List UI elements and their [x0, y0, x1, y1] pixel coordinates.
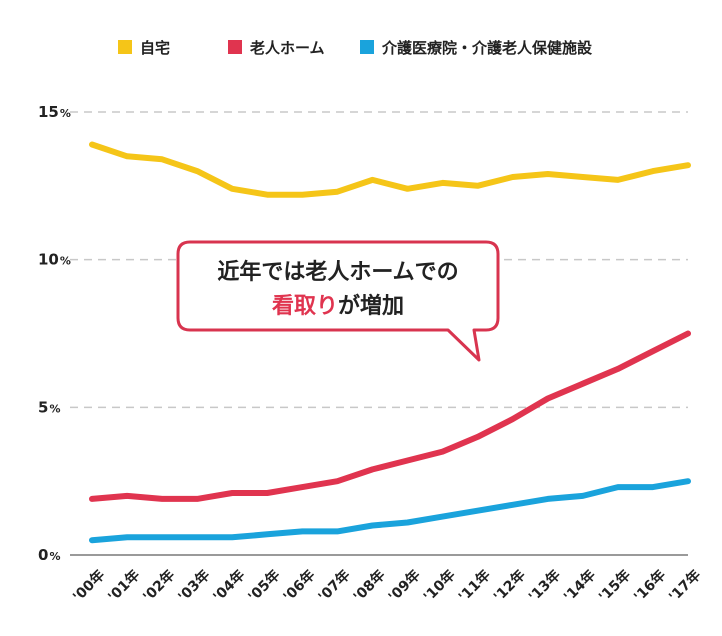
series-line-1: [89, 141, 691, 198]
x-tick-label: '04年: [210, 566, 249, 605]
x-tick-label: '02年: [140, 566, 179, 605]
y-tick-value: 15: [38, 103, 59, 121]
x-tick-label: '06年: [280, 566, 319, 605]
callout-annotation: 近年では老人ホームでの 看取りが増加: [176, 240, 500, 362]
legend: 自宅 老人ホーム 介護医療院・介護老人保健施設: [118, 39, 593, 57]
x-tick-label: '17年: [665, 566, 704, 605]
x-tick-label: '08年: [350, 566, 389, 605]
callout-line1: 近年では老人ホームでの: [217, 259, 458, 285]
y-tick-unit: %: [60, 107, 71, 120]
x-tick-label: '10年: [420, 566, 459, 605]
legend-swatch-1: [118, 40, 132, 54]
y-tick-unit: %: [60, 255, 71, 268]
x-tick-label: '11年: [455, 566, 494, 605]
y-tick-label-10: 10%: [38, 251, 71, 269]
legend-swatch-2: [228, 40, 242, 54]
x-tick-label: '05年: [245, 566, 284, 605]
x-tick-label: '16年: [630, 566, 669, 605]
x-tick-label: '14年: [560, 566, 599, 605]
legend-label-3: 介護医療院・介護老人保健施設: [381, 39, 593, 57]
x-tick-label: '00年: [69, 566, 108, 605]
callout-line2: 看取りが増加: [272, 293, 404, 319]
series-line-3: [89, 478, 691, 544]
x-tick-label: '12年: [490, 566, 529, 605]
y-tick-unit: %: [49, 550, 60, 563]
x-tick-label: '03年: [175, 566, 214, 605]
callout-bubble: [176, 240, 500, 362]
y-tick-unit: %: [49, 402, 60, 415]
callout-accent-text: 看取り: [272, 294, 338, 319]
y-tick-label-0: 0%: [38, 546, 60, 564]
x-tick-label: '07年: [315, 566, 354, 605]
y-tick-value: 10: [38, 251, 59, 269]
y-tick-value: 0: [38, 546, 48, 564]
y-tick-label-5: 5%: [38, 398, 60, 416]
x-tick-label: '09年: [385, 566, 424, 605]
x-axis-ticks: '00年'01年'02年'03年'04年'05年'06年'07年'08年'09年…: [69, 566, 704, 605]
legend-label-2: 老人ホーム: [249, 39, 325, 57]
y-axis-ticks: 0%5%10%15%: [38, 103, 71, 564]
x-tick-label: '01年: [105, 566, 144, 605]
series-lines: [89, 141, 691, 544]
series-line-2: [89, 330, 691, 502]
callout-rest-text: が増加: [338, 293, 404, 319]
y-tick-value: 5: [38, 398, 48, 416]
legend-swatch-3: [360, 40, 374, 54]
legend-label-1: 自宅: [140, 39, 170, 57]
y-tick-label-15: 15%: [38, 103, 71, 121]
x-tick-label: '15年: [595, 566, 634, 605]
x-tick-label: '13年: [525, 566, 564, 605]
